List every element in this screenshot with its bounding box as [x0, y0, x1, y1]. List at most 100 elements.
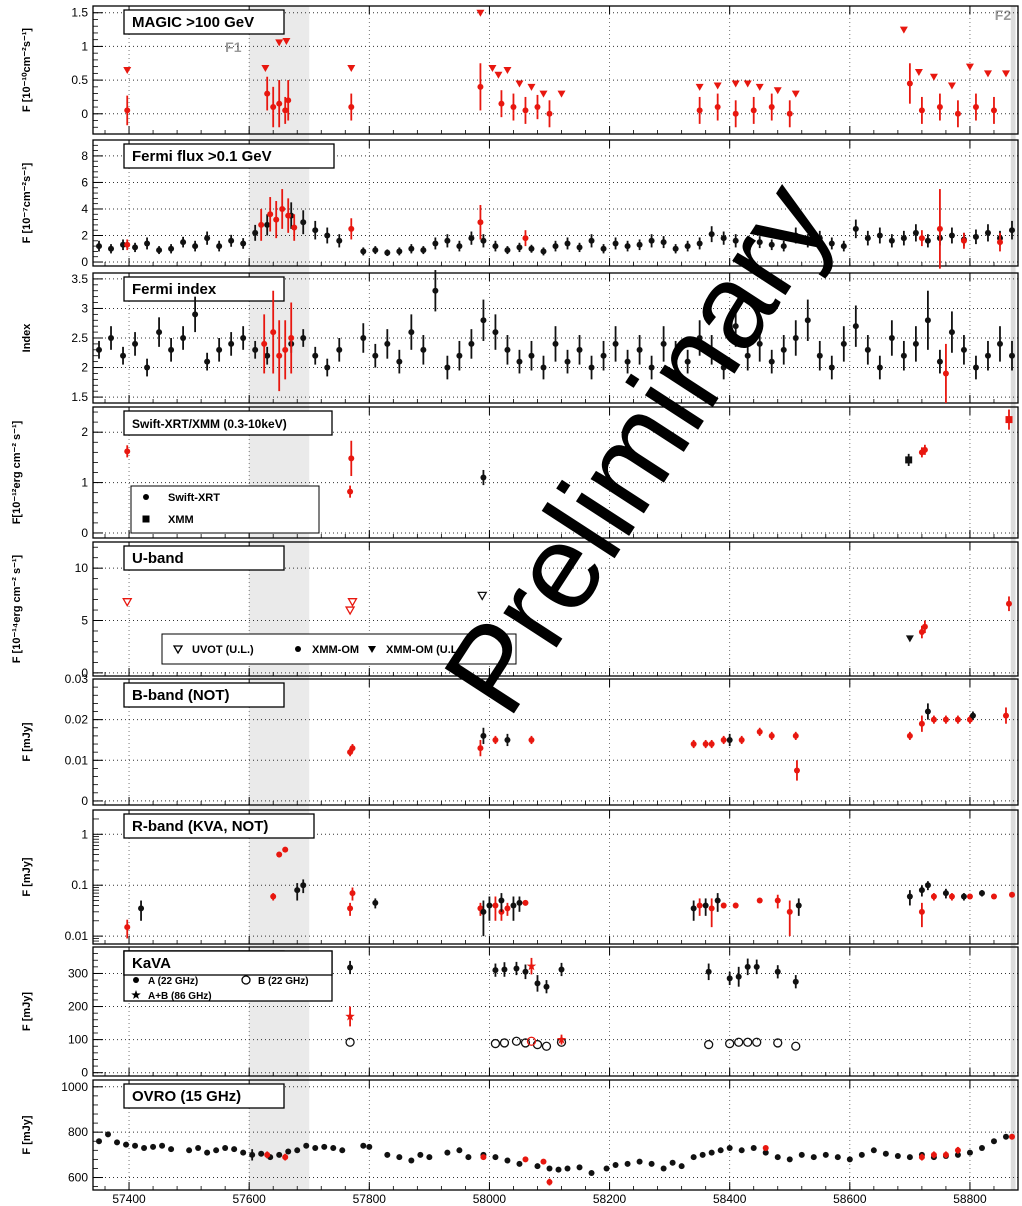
- panel-frame: [92, 5, 1019, 135]
- panel-title: Fermi index: [132, 281, 217, 298]
- data-point: [990, 1138, 997, 1145]
- series-0: [96, 270, 1015, 380]
- series-0: [122, 598, 358, 616]
- data-point: [258, 221, 265, 228]
- data-point: [600, 352, 607, 359]
- data-point: [983, 70, 992, 78]
- x-tick-label: 58200: [593, 1192, 627, 1206]
- data-point: [345, 1037, 355, 1047]
- data-point: [276, 851, 283, 858]
- data-point: [156, 329, 163, 336]
- series-3: [918, 596, 1012, 639]
- data-point: [261, 64, 270, 72]
- legend-marker: [241, 975, 251, 985]
- data-point: [108, 335, 115, 341]
- data-point: [228, 340, 235, 347]
- data-point: [541, 1041, 552, 1051]
- data-point: [624, 1160, 631, 1167]
- legend-label: XMM: [168, 514, 194, 526]
- y-axis-label: F [mJy]: [21, 722, 33, 761]
- flare-band-f1: [249, 6, 310, 1190]
- data-point: [774, 968, 781, 975]
- data-point: [690, 1154, 697, 1161]
- data-point: [498, 100, 505, 107]
- data-point: [924, 882, 931, 889]
- data-point: [708, 231, 715, 238]
- data-point: [222, 1145, 229, 1152]
- data-point: [408, 245, 415, 252]
- data-point: [704, 1039, 714, 1050]
- data-point: [720, 902, 727, 909]
- data-point: [120, 352, 127, 359]
- panel-title: Swift-XRT/XMM (0.3-10keV): [132, 417, 287, 431]
- data-point: [732, 110, 739, 117]
- data-point: [696, 335, 703, 341]
- data-point: [522, 968, 529, 975]
- data-point: [828, 364, 835, 371]
- data-point: [432, 287, 439, 294]
- data-point: [285, 212, 292, 219]
- data-point: [186, 1147, 193, 1154]
- data-point: [510, 104, 517, 111]
- data-point: [558, 966, 565, 973]
- data-point: [291, 224, 298, 231]
- panel-frame: [92, 946, 1019, 1077]
- data-point: [275, 39, 284, 47]
- data-point: [515, 80, 524, 88]
- data-point: [123, 1141, 130, 1148]
- data-point: [792, 732, 799, 739]
- data-point: [648, 1160, 655, 1167]
- data-point: [852, 323, 859, 330]
- data-point: [954, 716, 961, 723]
- data-point: [660, 1165, 667, 1172]
- data-point: [348, 455, 355, 462]
- y-axis-label: Index: [21, 323, 33, 353]
- data-point: [912, 229, 919, 236]
- series-0: [124, 440, 928, 498]
- data-point: [948, 893, 955, 900]
- series-2: [905, 635, 914, 643]
- y-tick-label: 2.5: [71, 331, 88, 345]
- data-point: [750, 1145, 757, 1152]
- data-point: [636, 241, 643, 248]
- data-point: [324, 232, 331, 239]
- data-point: [432, 240, 439, 247]
- legend: UVOT (U.L.) XMM-OM XMM-OM (U.L.): [161, 633, 517, 665]
- data-point: [540, 248, 547, 255]
- y-tick-label: 0: [81, 107, 88, 121]
- x-tick-label: 57600: [232, 1192, 266, 1206]
- y-tick-label: 1: [81, 827, 88, 841]
- data-point: [791, 1041, 801, 1051]
- data-point: [396, 248, 403, 255]
- data-point: [204, 1149, 211, 1156]
- data-point: [204, 235, 211, 242]
- y-tick-label: 2: [81, 228, 88, 242]
- data-point: [366, 1143, 373, 1150]
- data-point: [384, 340, 391, 347]
- data-point: [303, 1142, 310, 1149]
- data-point: [732, 902, 739, 909]
- series-2: [793, 760, 800, 781]
- data-point: [347, 488, 354, 495]
- legend-marker: [143, 494, 149, 500]
- data-point: [273, 216, 280, 223]
- data-point: [936, 358, 943, 365]
- data-point: [720, 736, 727, 743]
- data-point: [528, 352, 535, 359]
- data-point: [347, 64, 356, 72]
- data-point: [240, 335, 247, 341]
- panel-title-box: [123, 410, 333, 436]
- data-point: [192, 243, 199, 250]
- data-point: [476, 9, 485, 17]
- data-point: [918, 908, 925, 915]
- panel-8: 600 800 1000 F [mJy] OVRO (15 GHz): [21, 1079, 1019, 1191]
- data-point: [557, 90, 566, 98]
- data-point: [888, 237, 895, 244]
- data-point: [480, 732, 487, 739]
- flare-label-f2: F2: [995, 7, 1012, 23]
- data-point: [882, 1150, 889, 1157]
- data-point: [270, 104, 277, 111]
- legend-box: [161, 633, 517, 665]
- data-point: [96, 346, 103, 353]
- legend-marker: [142, 515, 150, 523]
